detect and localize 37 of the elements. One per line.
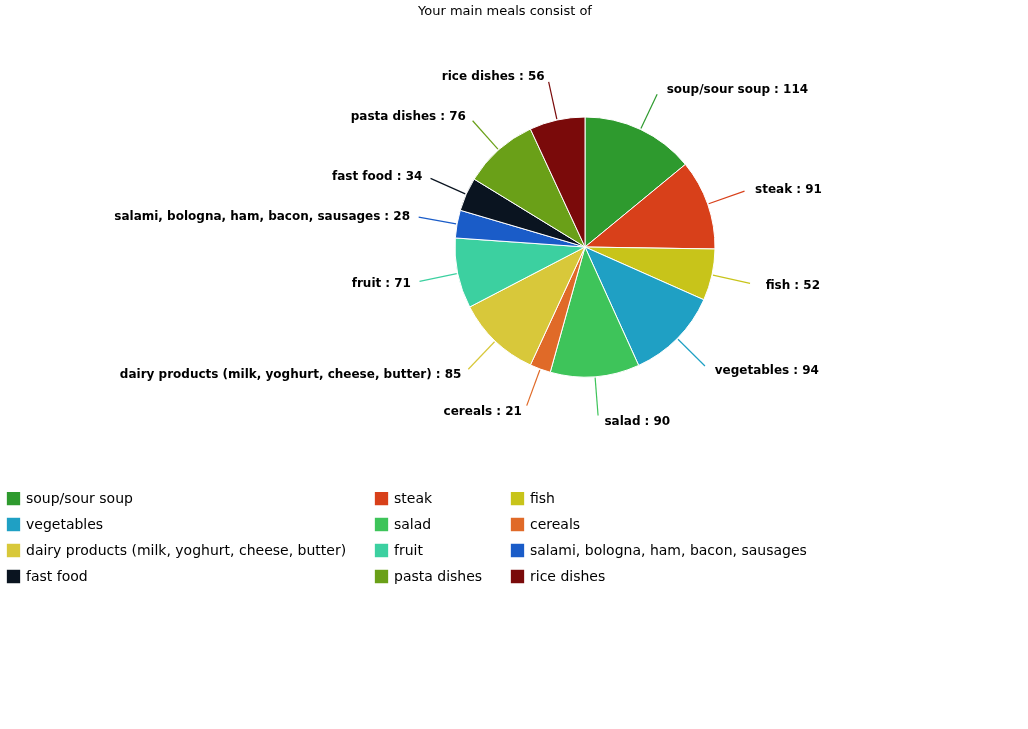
slice-label: dairy products (milk, yoghurt, cheese, butter) (119, 366, 432, 381)
slice-label: rice dishes (441, 69, 515, 84)
slice-label: steak (755, 182, 794, 197)
legend-label: salami, bologna, ham, bacon, sausages (530, 541, 807, 558)
legend-label: soup/sour soup (26, 489, 134, 506)
data-label: : 90 (644, 414, 671, 429)
slice-label: fast food (331, 168, 393, 183)
legend-label: dairy products (milk, yoghurt, cheese, butter) (26, 541, 347, 558)
legend-label: rice dishes (530, 567, 606, 584)
data-label: : 52 (794, 277, 820, 292)
legend-label: cereals (530, 515, 581, 532)
legend-label: vegetables (26, 515, 104, 532)
data-label: : 21 (496, 404, 522, 419)
slice-label: soup/sour soup (666, 81, 771, 96)
data-label: : 85 (435, 366, 462, 381)
data-label: : 114 (774, 81, 809, 96)
chart-title: Your main meals consist of (417, 3, 593, 18)
data-label: : 94 (793, 363, 819, 378)
slice-label: cereals (443, 404, 493, 419)
legend-label: pasta dishes (394, 567, 483, 584)
data-label: : 28 (384, 209, 411, 224)
category-label: fish (530, 489, 555, 506)
slice-label: vegetables (714, 363, 790, 378)
data-label: : 91 (796, 182, 822, 197)
legend-label: steak (394, 489, 433, 506)
slice-label: fruit (351, 275, 382, 290)
data-label: : 71 (385, 275, 411, 290)
slice-label: pasta dishes (350, 109, 437, 124)
slice-label: salad (604, 414, 641, 429)
data-label: : 34 (396, 168, 423, 183)
legend-label: salad (394, 515, 432, 532)
data-label: : 76 (440, 109, 466, 124)
slice-label: salami, bologna, ham, bacon, sausages (114, 209, 381, 224)
legend-label: fruit (394, 541, 424, 558)
data-label: : 56 (518, 69, 545, 84)
legend-label: fast food (26, 567, 88, 584)
legend-label: fish (765, 277, 791, 292)
